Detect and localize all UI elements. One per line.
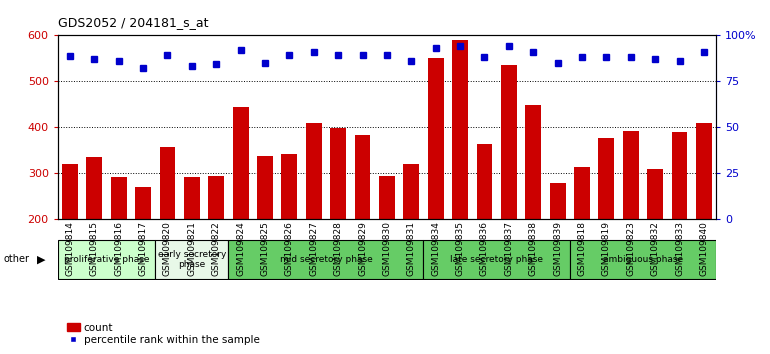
Text: GSM109839: GSM109839 bbox=[553, 221, 562, 276]
Text: GSM109820: GSM109820 bbox=[163, 221, 172, 276]
Text: GSM109816: GSM109816 bbox=[114, 221, 123, 276]
Bar bbox=[623, 131, 638, 219]
Text: GSM109827: GSM109827 bbox=[310, 221, 318, 276]
Bar bbox=[355, 135, 370, 219]
Text: GSM109819: GSM109819 bbox=[602, 221, 611, 276]
Bar bbox=[501, 65, 517, 219]
FancyBboxPatch shape bbox=[156, 240, 229, 279]
Bar bbox=[696, 123, 711, 219]
Text: GSM109825: GSM109825 bbox=[260, 221, 269, 276]
Bar bbox=[209, 176, 224, 219]
Bar bbox=[184, 177, 199, 219]
Text: ambiguous phase: ambiguous phase bbox=[603, 255, 683, 264]
Text: GSM109836: GSM109836 bbox=[480, 221, 489, 276]
Text: GSM109815: GSM109815 bbox=[90, 221, 99, 276]
Text: GSM109826: GSM109826 bbox=[285, 221, 294, 276]
Bar bbox=[550, 183, 565, 219]
Bar bbox=[671, 132, 688, 219]
Text: GSM109821: GSM109821 bbox=[187, 221, 196, 276]
Bar bbox=[330, 129, 346, 219]
Text: GSM109840: GSM109840 bbox=[699, 221, 708, 276]
Text: GSM109818: GSM109818 bbox=[578, 221, 587, 276]
Bar bbox=[428, 58, 444, 219]
Text: GSM109824: GSM109824 bbox=[236, 221, 245, 276]
Bar bbox=[648, 169, 663, 219]
Bar bbox=[477, 144, 492, 219]
Text: ▶: ▶ bbox=[37, 254, 45, 264]
Text: GDS2052 / 204181_s_at: GDS2052 / 204181_s_at bbox=[58, 16, 208, 29]
Bar bbox=[452, 40, 468, 219]
FancyBboxPatch shape bbox=[570, 240, 716, 279]
Bar bbox=[403, 164, 419, 219]
Text: GSM109829: GSM109829 bbox=[358, 221, 367, 276]
Text: GSM109832: GSM109832 bbox=[651, 221, 660, 276]
Bar bbox=[257, 156, 273, 219]
Text: GSM109814: GSM109814 bbox=[65, 221, 75, 276]
FancyBboxPatch shape bbox=[58, 240, 156, 279]
Text: other: other bbox=[4, 254, 30, 264]
Bar bbox=[136, 187, 151, 219]
Text: GSM109834: GSM109834 bbox=[431, 221, 440, 276]
Bar bbox=[111, 177, 126, 219]
Text: early secretory
phase: early secretory phase bbox=[158, 250, 226, 269]
Text: GSM109835: GSM109835 bbox=[456, 221, 464, 276]
Bar bbox=[525, 105, 541, 219]
Text: GSM109828: GSM109828 bbox=[333, 221, 343, 276]
Bar bbox=[598, 138, 614, 219]
Legend: count, percentile rank within the sample: count, percentile rank within the sample bbox=[63, 318, 264, 349]
FancyBboxPatch shape bbox=[229, 240, 424, 279]
Bar bbox=[159, 147, 176, 219]
Text: mid secretory phase: mid secretory phase bbox=[280, 255, 373, 264]
Text: GSM109822: GSM109822 bbox=[212, 221, 221, 276]
Text: GSM109831: GSM109831 bbox=[407, 221, 416, 276]
Text: GSM109838: GSM109838 bbox=[529, 221, 537, 276]
Bar bbox=[282, 154, 297, 219]
Bar bbox=[62, 164, 78, 219]
Text: GSM109817: GSM109817 bbox=[139, 221, 148, 276]
FancyBboxPatch shape bbox=[424, 240, 570, 279]
Text: proliferative phase: proliferative phase bbox=[64, 255, 149, 264]
Bar bbox=[379, 176, 395, 219]
Bar bbox=[86, 157, 102, 219]
Bar bbox=[233, 107, 249, 219]
Text: GSM109823: GSM109823 bbox=[626, 221, 635, 276]
Text: GSM109833: GSM109833 bbox=[675, 221, 684, 276]
Bar bbox=[306, 123, 322, 219]
Text: late secretory phase: late secretory phase bbox=[450, 255, 543, 264]
Text: GSM109837: GSM109837 bbox=[504, 221, 514, 276]
Bar bbox=[574, 166, 590, 219]
Text: GSM109830: GSM109830 bbox=[383, 221, 391, 276]
